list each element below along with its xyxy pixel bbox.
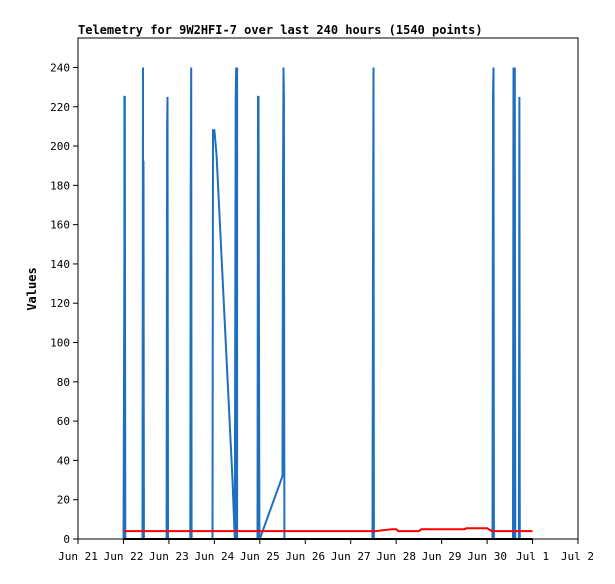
y-tick-label: 140: [50, 258, 70, 271]
x-tick-label: Jun 23: [149, 550, 189, 563]
y-axis-title: Values: [25, 267, 39, 310]
x-axis-ticks: Jun 21 Jun 22 Jun 23 Jun 24 Jun 25 Jun 26 Jun …: [58, 539, 594, 563]
y-tick-label: 60: [57, 415, 70, 428]
x-tick-label: Jun 21: [58, 550, 98, 563]
x-tick-label: Jun 28: [376, 550, 416, 563]
y-tick-label: 100: [50, 337, 70, 350]
y-tick-label: 80: [57, 376, 70, 389]
y-tick-label: 0: [63, 533, 70, 546]
chart-title: Telemetry for 9W2HFI-7 over last 240 hou…: [78, 23, 483, 37]
x-tick-label: Jun 25: [240, 550, 280, 563]
plot-area: [77, 37, 579, 540]
y-tick-label: 120: [50, 297, 70, 310]
series-layer: [122, 67, 533, 540]
x-tick-label: Jun 26: [285, 550, 325, 563]
y-axis-ticks: 0 20 40 60 80 100 120 140 160 180 200 220 240: [50, 61, 78, 546]
x-tick-label: Jun 22: [104, 550, 144, 563]
y-tick-label: 180: [50, 179, 70, 192]
y-tick-label: 160: [50, 219, 70, 232]
x-tick-label: Jun 30: [467, 550, 507, 563]
x-tick-label: Jul 1: [516, 550, 549, 563]
x-tick-label: Jun 27: [331, 550, 371, 563]
y-tick-label: 40: [57, 454, 70, 467]
x-tick-label: Jun 24: [194, 550, 234, 563]
series-line-1: [123, 527, 533, 533]
x-tick-label: Jul 2: [561, 550, 594, 563]
y-tick-label: 20: [57, 494, 70, 507]
y-tick-label: 220: [50, 101, 70, 114]
y-tick-label: 240: [50, 61, 70, 74]
y-tick-label: 200: [50, 140, 70, 153]
x-tick-label: Jun 29: [422, 550, 462, 563]
